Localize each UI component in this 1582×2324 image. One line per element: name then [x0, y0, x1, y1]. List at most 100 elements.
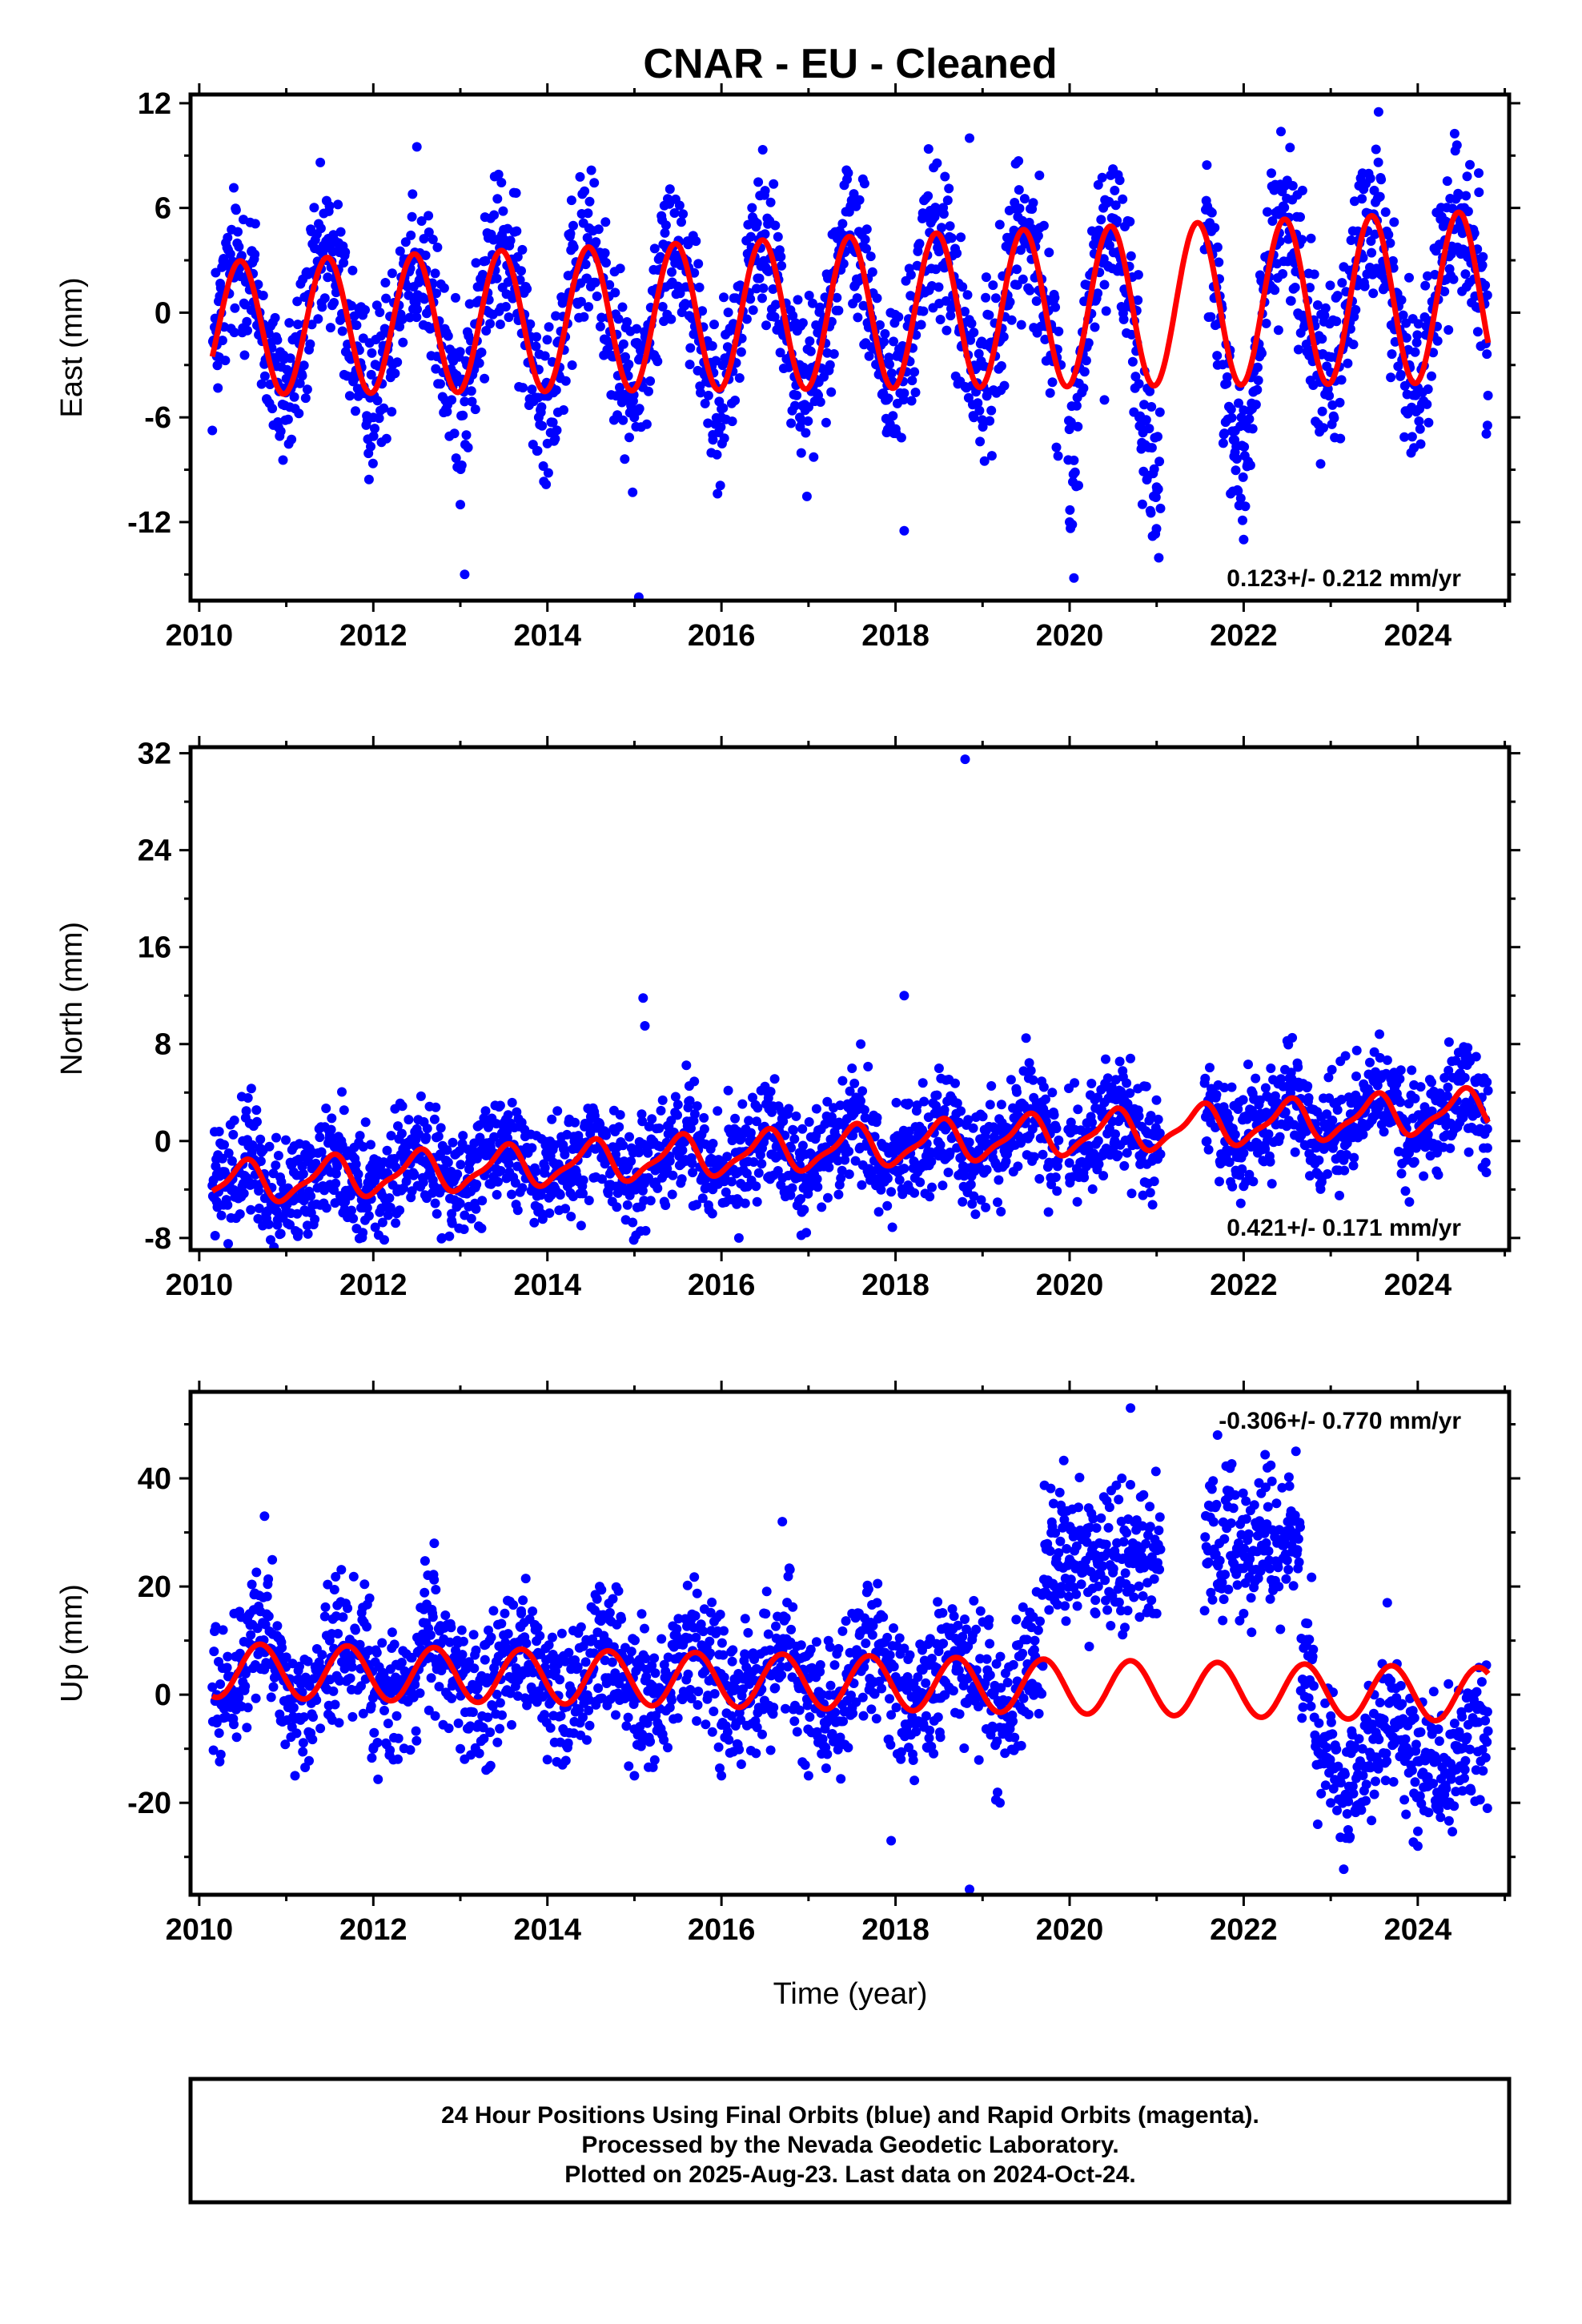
data-point: [1463, 1043, 1473, 1053]
data-point: [795, 412, 805, 423]
data-point: [745, 231, 756, 242]
data-point: [395, 321, 405, 332]
data-point: [909, 367, 920, 377]
data-point: [1235, 493, 1246, 504]
data-point: [886, 368, 897, 379]
data-point: [430, 1711, 440, 1721]
data-point: [1373, 107, 1383, 117]
data-point: [944, 183, 954, 194]
data-point: [379, 403, 389, 413]
data-point: [478, 1723, 488, 1733]
data-point: [239, 350, 250, 360]
data-point: [1386, 372, 1396, 383]
data-point: [337, 326, 347, 336]
data-point: [970, 1209, 981, 1220]
data-point: [669, 208, 680, 218]
data-point: [547, 1114, 557, 1124]
data-point: [718, 403, 729, 413]
data-point: [347, 1205, 356, 1216]
data-point: [292, 296, 303, 307]
data-point: [543, 468, 553, 478]
data-point: [1449, 128, 1460, 139]
data-point: [337, 1087, 347, 1097]
data-point: [347, 265, 358, 275]
data-point: [540, 1163, 550, 1173]
data-point: [552, 425, 562, 436]
y-tick-label: 12: [138, 87, 171, 121]
data-point: [272, 1621, 283, 1631]
data-point: [857, 1180, 867, 1190]
data-point: [495, 1698, 505, 1708]
data-point: [299, 1712, 309, 1723]
data-point: [1239, 534, 1249, 545]
data-point: [786, 418, 797, 428]
data-point: [268, 1682, 279, 1692]
data-point: [722, 342, 733, 352]
data-point: [1358, 252, 1368, 263]
data-point: [711, 356, 721, 366]
data-point: [757, 145, 768, 155]
y-tick-label: 16: [138, 931, 171, 965]
data-point: [576, 1220, 586, 1231]
y-tick-label: -6: [144, 401, 171, 435]
data-point: [962, 290, 973, 300]
data-point: [446, 1622, 456, 1633]
data-point: [220, 356, 231, 366]
data-point: [460, 569, 470, 580]
data-point: [661, 220, 671, 231]
data-point: [412, 312, 422, 323]
data-point: [896, 432, 906, 443]
data-point: [1266, 1063, 1276, 1073]
data-point: [277, 1642, 287, 1653]
data-point: [331, 1168, 341, 1179]
data-point: [330, 1699, 340, 1710]
data-point: [693, 259, 704, 269]
data-point: [652, 1183, 663, 1193]
data-point: [1327, 1116, 1338, 1125]
data-point: [654, 1123, 665, 1133]
data-point: [905, 270, 916, 280]
data-point: [491, 1119, 501, 1129]
data-point: [566, 1212, 576, 1222]
data-point: [372, 396, 383, 406]
data-point: [1315, 459, 1326, 469]
data-point: [1147, 1200, 1158, 1210]
data-point: [1102, 1073, 1113, 1084]
data-point: [579, 312, 589, 322]
x-tick-label: 2020: [1036, 1913, 1104, 1947]
data-point: [884, 352, 894, 363]
data-point: [455, 1146, 464, 1156]
data-point: [400, 1667, 411, 1678]
data-point: [1401, 332, 1411, 343]
data-point: [596, 312, 607, 323]
data-point: [247, 247, 257, 257]
data-point: [1012, 264, 1022, 275]
data-point: [662, 1164, 673, 1174]
data-point: [405, 1745, 416, 1755]
data-point: [1134, 412, 1144, 423]
data-point: [911, 330, 921, 340]
data-point: [1358, 1129, 1368, 1140]
data-point: [747, 203, 757, 213]
data-point: [979, 456, 990, 466]
data-point: [458, 1131, 468, 1141]
data-point: [461, 430, 472, 440]
data-point: [1287, 1032, 1298, 1043]
data-point: [209, 1647, 219, 1657]
data-point: [290, 404, 300, 414]
data-point: [612, 1188, 623, 1198]
data-point: [1226, 404, 1236, 415]
data-point: [700, 398, 710, 408]
data-point: [366, 369, 376, 380]
data-point: [231, 1732, 242, 1743]
data-point: [1389, 217, 1399, 227]
data-point: [1482, 290, 1492, 300]
data-point: [242, 316, 252, 327]
data-point: [332, 1161, 343, 1172]
data-point: [1224, 1157, 1235, 1168]
data-point: [685, 1096, 695, 1106]
data-point: [624, 1132, 634, 1142]
data-point: [1297, 235, 1307, 245]
data-point: [811, 1104, 821, 1114]
data-point: [1319, 423, 1328, 433]
